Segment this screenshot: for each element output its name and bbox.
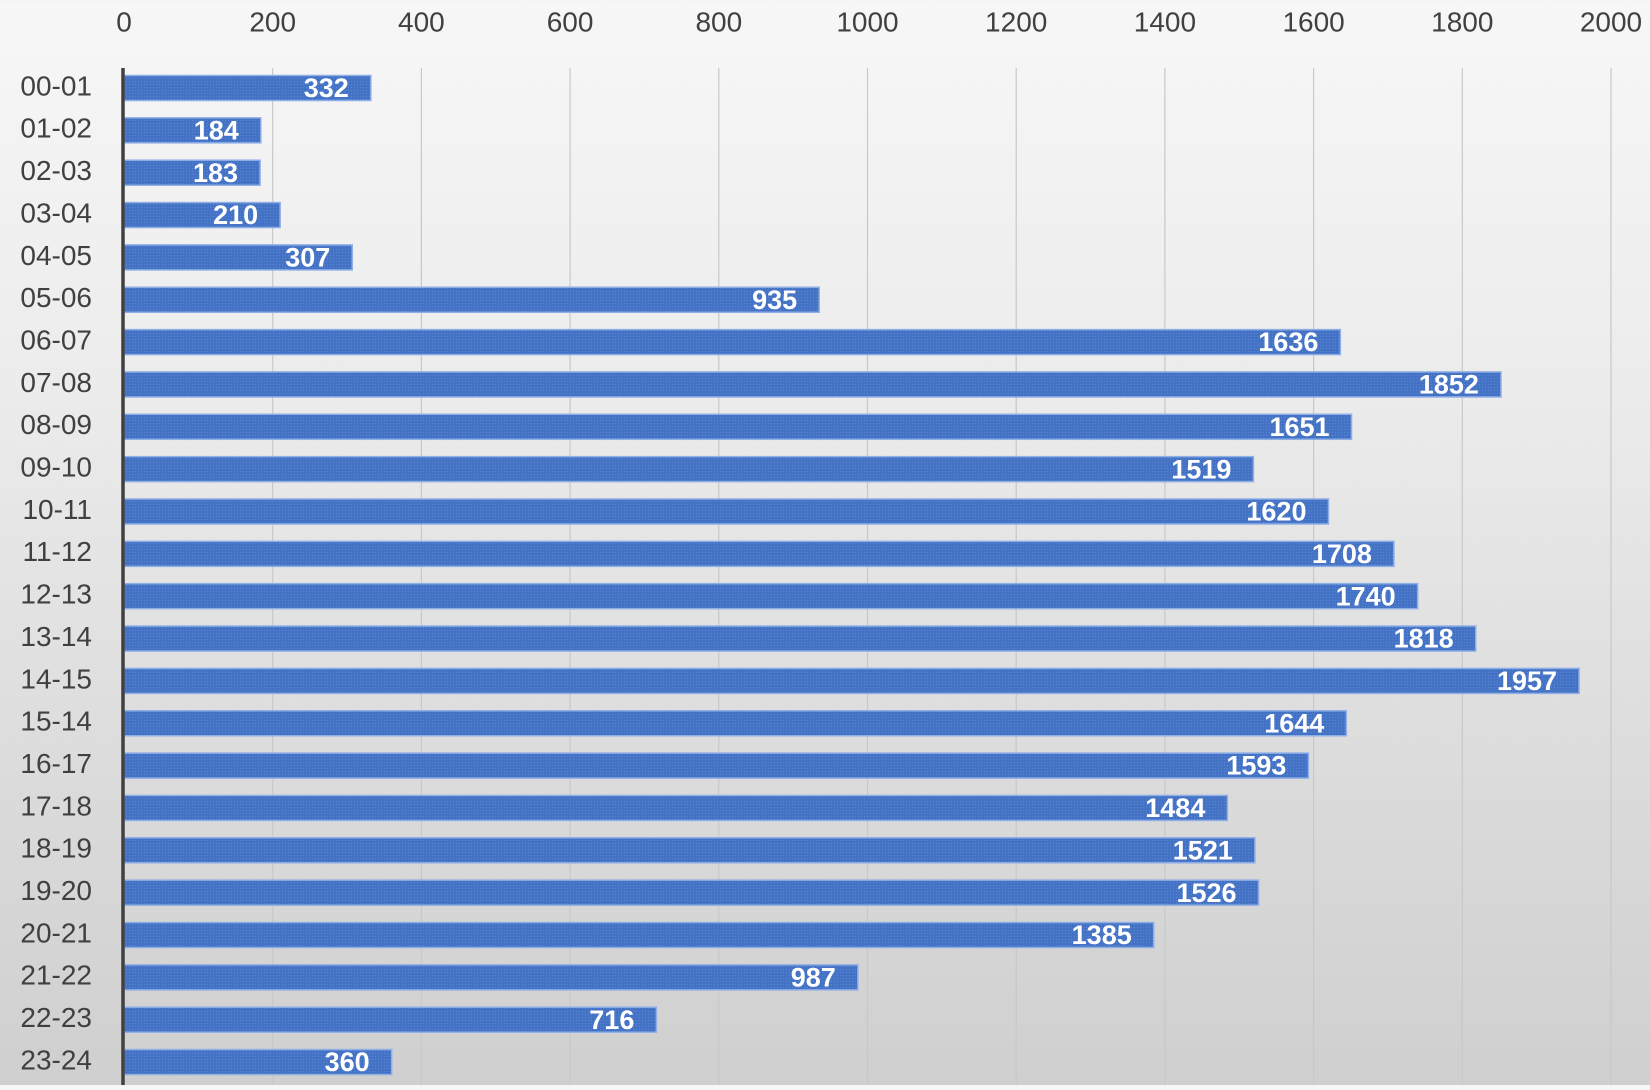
x-tick-label: 1800 (1431, 6, 1493, 37)
data-label: 1644 (1264, 708, 1324, 738)
data-label: 360 (325, 1047, 370, 1077)
category-label: 15-14 (20, 706, 92, 737)
y-axis-categories: 00-01 01-02 02-03 03-04 04-05 05-06 06-07 07-08… (20, 70, 92, 1075)
data-label: 1521 (1173, 835, 1233, 865)
bar (123, 117, 262, 144)
x-tick-label: 400 (398, 6, 445, 37)
data-labels: 3321841832103079351636185216511519162017… (193, 73, 1557, 1077)
data-label: 183 (193, 158, 238, 188)
data-label: 1519 (1171, 454, 1231, 484)
category-label: 07-08 (20, 367, 92, 398)
category-label: 12-13 (20, 579, 92, 610)
bar (123, 74, 372, 102)
data-label: 1957 (1497, 666, 1557, 696)
gridlines (272, 68, 1612, 1085)
data-label: 935 (752, 285, 797, 315)
data-label: 1620 (1246, 497, 1306, 527)
category-label: 18-19 (20, 833, 92, 864)
category-label: 20-21 (20, 917, 92, 948)
category-label: 04-05 (20, 240, 92, 271)
x-tick-label: 2000 (1580, 6, 1642, 37)
data-label: 1651 (1269, 412, 1329, 442)
data-label: 1636 (1258, 327, 1318, 357)
bar (123, 667, 1580, 695)
category-label: 21-22 (20, 960, 92, 991)
data-label: 716 (589, 1005, 634, 1035)
x-tick-label: 200 (249, 6, 296, 37)
data-label: 1852 (1419, 370, 1479, 400)
bar (123, 625, 1477, 652)
category-label: 09-10 (20, 452, 92, 483)
bar (123, 286, 820, 313)
data-label: 1708 (1312, 539, 1372, 569)
bar (123, 837, 1256, 864)
bar (123, 710, 1348, 737)
data-label: 332 (304, 73, 349, 103)
category-label: 22-23 (20, 1002, 92, 1033)
category-label: 23-24 (20, 1044, 92, 1075)
data-label: 1484 (1145, 793, 1205, 823)
category-label: 19-20 (20, 875, 92, 906)
bar (123, 964, 859, 991)
x-axis-ticks: 0 200 400 600 800 1000 1200 1400 1600 1800 2000 (116, 6, 1642, 37)
data-label: 210 (213, 200, 258, 230)
x-tick-label: 1600 (1282, 6, 1344, 37)
data-label: 307 (285, 243, 330, 273)
bars (123, 74, 1580, 1076)
category-label: 03-04 (20, 197, 92, 228)
category-label: 11-12 (22, 536, 92, 567)
bar (123, 455, 1255, 483)
bar (123, 328, 1342, 356)
x-tick-label: 1400 (1134, 6, 1196, 37)
x-tick-label: 600 (547, 6, 594, 37)
x-tick-label: 800 (695, 6, 742, 37)
category-label: 02-03 (20, 155, 92, 186)
data-label: 184 (194, 115, 239, 145)
data-label: 987 (791, 962, 836, 992)
category-label: 06-07 (20, 324, 92, 355)
data-label: 1385 (1072, 920, 1132, 950)
category-label: 16-17 (20, 748, 92, 779)
bar (123, 794, 1229, 822)
data-label: 1818 (1394, 624, 1454, 654)
category-label: 00-01 (20, 70, 92, 101)
bar (123, 540, 1395, 568)
bar (123, 879, 1260, 906)
bar (123, 498, 1330, 525)
bar (123, 1006, 658, 1033)
data-label: 1526 (1177, 878, 1237, 908)
x-tick-label: 1000 (836, 6, 898, 37)
data-label: 1740 (1336, 581, 1396, 611)
category-label: 01-02 (20, 113, 92, 144)
x-tick-label: 0 (116, 6, 132, 37)
bar (123, 752, 1310, 779)
bar (123, 582, 1419, 610)
category-label: 08-09 (20, 409, 92, 440)
category-label: 17-18 (20, 790, 92, 821)
category-label: 05-06 (20, 282, 92, 313)
category-label: 13-14 (20, 621, 92, 652)
data-label: 1593 (1226, 751, 1286, 781)
category-label: 14-15 (20, 663, 92, 694)
bar (123, 371, 1502, 398)
x-tick-label: 1200 (985, 6, 1047, 37)
bar (123, 413, 1353, 441)
bar (123, 921, 1155, 949)
category-label: 10-11 (22, 494, 92, 525)
